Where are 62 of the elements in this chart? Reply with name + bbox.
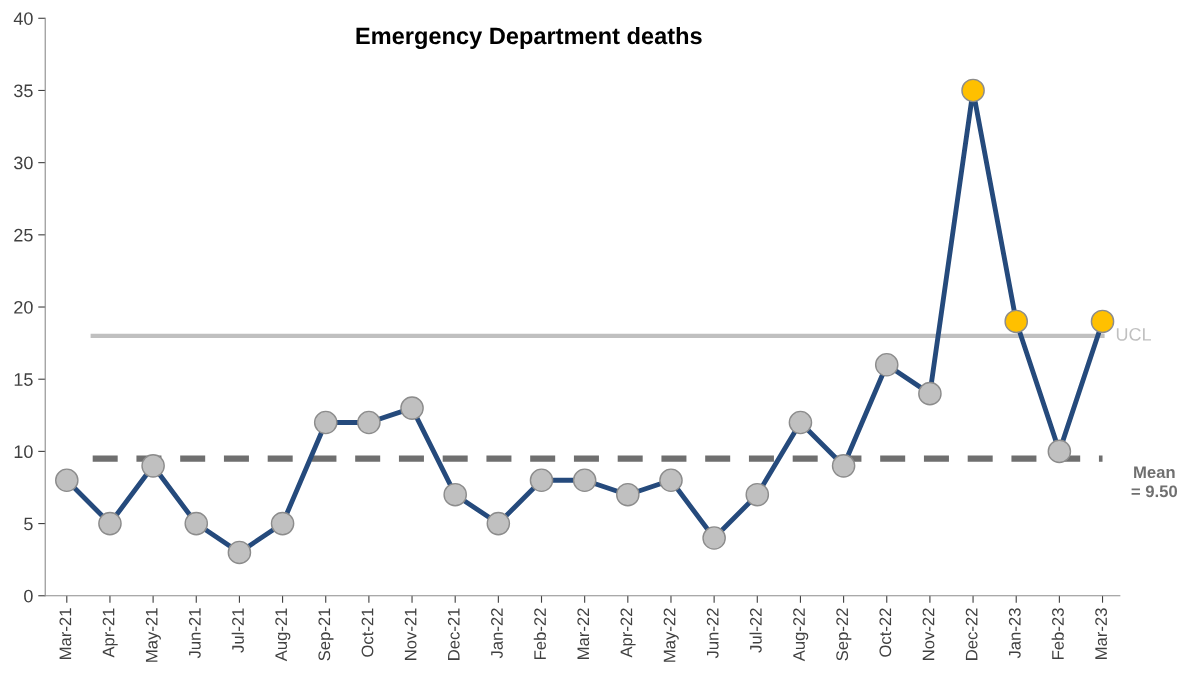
x-tick-label: Aug-22 [793, 608, 809, 662]
point [400, 396, 424, 420]
point [788, 410, 813, 435]
x-tick-label: Jul-22 [749, 608, 762, 653]
point [313, 410, 338, 435]
point [357, 410, 381, 435]
chart-title: Emergency Department deaths [356, 26, 702, 50]
point [486, 511, 511, 536]
x-tick-label: Jun-21 [188, 608, 201, 659]
x-tick-label: Jan-22 [491, 608, 503, 659]
x-tick-label: Sep-22 [836, 608, 852, 661]
point [54, 468, 79, 493]
point [659, 468, 683, 493]
x-tick-label: May-22 [663, 608, 679, 662]
point [98, 511, 122, 536]
x-tick-label: Jul-21 [231, 608, 244, 653]
point [1090, 309, 1115, 334]
x-tick-label: Dec-21 [447, 608, 460, 660]
x-tick-label: Feb-23 [1051, 608, 1064, 659]
point [227, 540, 252, 565]
y-tick-label: 25 [14, 228, 33, 242]
y-tick-label: 0 [24, 589, 33, 603]
x-tick-label: Nov-22 [922, 608, 935, 660]
point [270, 511, 295, 536]
y-tick-label: 40 [13, 12, 33, 25]
x-tick-label: Apr-21 [102, 608, 118, 658]
x-tick-label: Feb-22 [533, 608, 546, 659]
y-tick-label: 15 [14, 373, 33, 386]
point [141, 454, 165, 478]
y-tick-label: 35 [14, 84, 33, 98]
ref-line-label: Mean = 9.50 [1131, 466, 1178, 498]
y-tick-label: 5 [24, 517, 33, 531]
x-tick-label: Aug-21 [275, 608, 291, 662]
x-tick-label: Sep-21 [318, 608, 334, 661]
point [1004, 309, 1029, 334]
x-tick-label: Oct-22 [879, 608, 892, 657]
x-tick-label: Jun-22 [706, 608, 719, 659]
point [529, 468, 554, 493]
point [1047, 439, 1072, 464]
x-tick-label: Mar-23 [1095, 608, 1107, 659]
point [918, 381, 942, 406]
point [702, 526, 726, 550]
y-tick-label: 10 [14, 445, 33, 459]
y-tick-label: 30 [14, 156, 33, 170]
x-tick-label: Mar-21 [59, 608, 72, 659]
x-tick-label: Dec-22 [965, 608, 978, 660]
point [184, 511, 209, 536]
point [572, 468, 597, 493]
x-tick-label: Mar-22 [577, 608, 590, 659]
point [745, 482, 770, 507]
point [831, 454, 856, 478]
x-tick-label: May-21 [145, 608, 161, 662]
ref-line-label: UCL [1116, 327, 1151, 341]
point [616, 482, 640, 507]
x-tick-label: Jan-23 [1008, 608, 1021, 659]
x-tick-label: Nov-21 [404, 608, 417, 660]
y-tick-label: 20 [14, 300, 33, 314]
point [961, 78, 985, 103]
point [443, 482, 468, 507]
point [874, 352, 899, 377]
x-tick-label: Oct-21 [361, 608, 374, 657]
x-tick-label: Apr-22 [620, 608, 636, 658]
